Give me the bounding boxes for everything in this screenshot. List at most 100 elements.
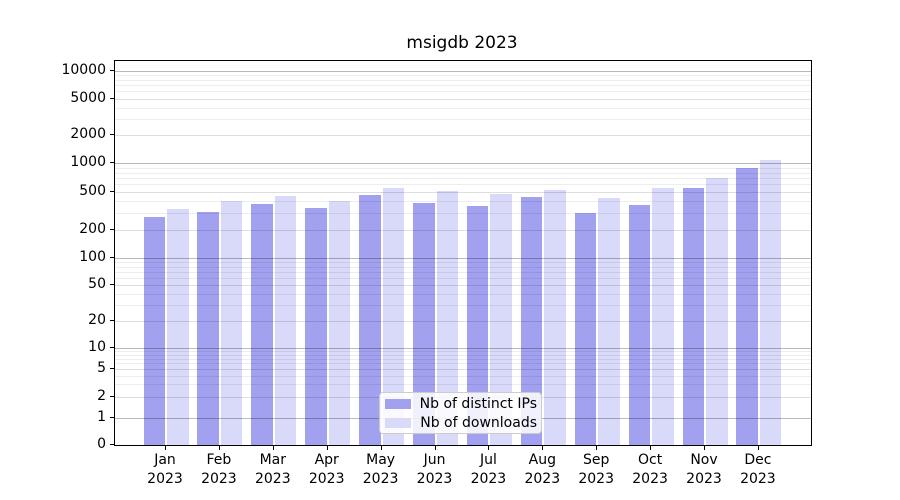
gridline-50 <box>115 285 811 287</box>
gridline-9 <box>115 351 811 353</box>
y-tick-mark <box>110 367 115 369</box>
x-tick-mark <box>165 445 166 450</box>
x-tick-label-sep: Sep 2023 <box>578 452 614 487</box>
gridline-8 <box>115 354 811 356</box>
bar-distinct-ips-jan <box>143 217 165 445</box>
bar-downloads-nov <box>706 178 728 445</box>
x-tick-mark <box>326 445 328 450</box>
bar-downloads-dec <box>759 159 782 445</box>
legend-item-downloads: Nb of downloads <box>385 415 537 431</box>
y-tick-label-0: 0 <box>97 436 106 452</box>
y-tick-mark <box>110 190 115 192</box>
bar-downloads-may <box>382 187 405 445</box>
y-tick-mark <box>110 228 115 230</box>
x-tick-mark <box>596 445 598 450</box>
gridline-300 <box>115 212 811 214</box>
y-tick-label-1000: 1000 <box>70 154 106 171</box>
y-tick-mark <box>110 162 115 164</box>
gridline-70 <box>115 271 811 273</box>
y-tick-mark <box>110 257 115 258</box>
gridline-6000 <box>115 91 811 93</box>
gridline-900 <box>115 167 811 169</box>
y-tick-mark <box>110 416 115 418</box>
bar-downloads-oct <box>652 187 674 445</box>
x-tick-mark <box>704 445 705 450</box>
legend-label-distinct-ips: Nb of distinct IPs <box>419 395 537 412</box>
y-tick-label-50: 50 <box>88 276 106 293</box>
chart-title: msigdb 2023 <box>406 33 518 53</box>
x-tick-label-feb: Feb 2023 <box>201 452 237 487</box>
y-tick-label-20: 20 <box>88 311 106 328</box>
y-tick-mark <box>110 97 115 99</box>
gridline-20 <box>115 320 811 322</box>
legend-swatch-downloads <box>385 417 411 428</box>
y-tick-mark <box>110 444 115 445</box>
x-tick-label-jun: Jun 2023 <box>416 452 453 487</box>
x-tick-label-jan: Jan 2023 <box>147 452 183 487</box>
y-tick-label-2: 2 <box>97 387 106 404</box>
gridline-800 <box>115 172 811 174</box>
x-tick-label-dec: Dec 2023 <box>740 452 776 487</box>
y-tick-label-2000: 2000 <box>70 126 106 143</box>
x-tick-mark <box>218 445 220 450</box>
x-tick-mark <box>488 445 490 450</box>
gridline-4 <box>115 375 811 377</box>
bar-downloads-jun <box>436 191 458 445</box>
bar-distinct-ips-jul <box>466 205 489 445</box>
gridline-400 <box>115 201 811 202</box>
y-tick-label-1: 1 <box>97 408 106 425</box>
gridline-30 <box>115 305 811 307</box>
gridline-4000 <box>115 107 811 109</box>
bar-downloads-sep <box>598 198 620 445</box>
x-tick-label-oct: Oct 2023 <box>632 452 668 487</box>
gridline-60 <box>115 278 811 279</box>
gridline-40 <box>115 293 811 295</box>
y-tick-mark <box>110 284 115 286</box>
bar-distinct-ips-oct <box>628 205 651 445</box>
legend: Nb of distinct IPs Nb of downloads <box>379 392 542 434</box>
x-tick-mark <box>434 445 436 450</box>
bar-distinct-ips-mar <box>251 204 273 445</box>
y-tick-label-10: 10 <box>88 339 106 355</box>
y-tick-mark <box>110 347 115 348</box>
gridline-7 <box>115 358 811 360</box>
legend-item-distinct-ips: Nb of distinct IPs <box>385 396 537 412</box>
gridline-7000 <box>115 85 811 86</box>
gridline-600 <box>115 184 811 186</box>
bar-distinct-ips-apr <box>305 207 327 445</box>
bar-downloads-feb <box>220 201 243 445</box>
x-tick-mark <box>542 445 544 450</box>
y-tick-mark <box>110 319 115 321</box>
x-tick-label-nov: Nov 2023 <box>686 452 722 487</box>
x-tick-mark <box>380 445 382 450</box>
gridline-5000 <box>115 98 811 100</box>
y-tick-label-500: 500 <box>79 182 106 199</box>
gridline-2000 <box>115 135 811 137</box>
x-tick-mark <box>272 445 274 450</box>
gridline-3 <box>115 384 811 386</box>
gridline-10 <box>115 348 811 349</box>
gridline-8000 <box>115 79 811 81</box>
gridline-6 <box>115 363 811 365</box>
gridline-80 <box>115 266 811 268</box>
bar-distinct-ips-jun <box>413 203 435 445</box>
bar-distinct-ips-sep <box>574 212 597 445</box>
bar-downloads-jan <box>167 208 189 445</box>
bar-distinct-ips-nov <box>682 187 704 445</box>
gridline-200 <box>115 229 811 231</box>
bar-downloads-aug <box>544 190 566 445</box>
y-tick-label-10000: 10000 <box>61 61 106 78</box>
x-tick-label-may: May 2023 <box>362 452 399 487</box>
legend-swatch-distinct-ips <box>385 398 411 409</box>
x-tick-label-mar: Mar 2023 <box>254 452 291 487</box>
bar-distinct-ips-feb <box>197 211 219 445</box>
y-tick-label-200: 200 <box>79 220 106 237</box>
bar-distinct-ips-may <box>359 195 381 445</box>
gridline-3000 <box>115 119 811 121</box>
gridline-1000 <box>115 163 811 165</box>
bar-downloads-apr <box>328 200 351 445</box>
bar-downloads-jul <box>490 193 512 445</box>
gridline-700 <box>115 178 811 179</box>
gridline-10000 <box>115 70 811 72</box>
y-tick-label-5: 5 <box>97 359 106 376</box>
